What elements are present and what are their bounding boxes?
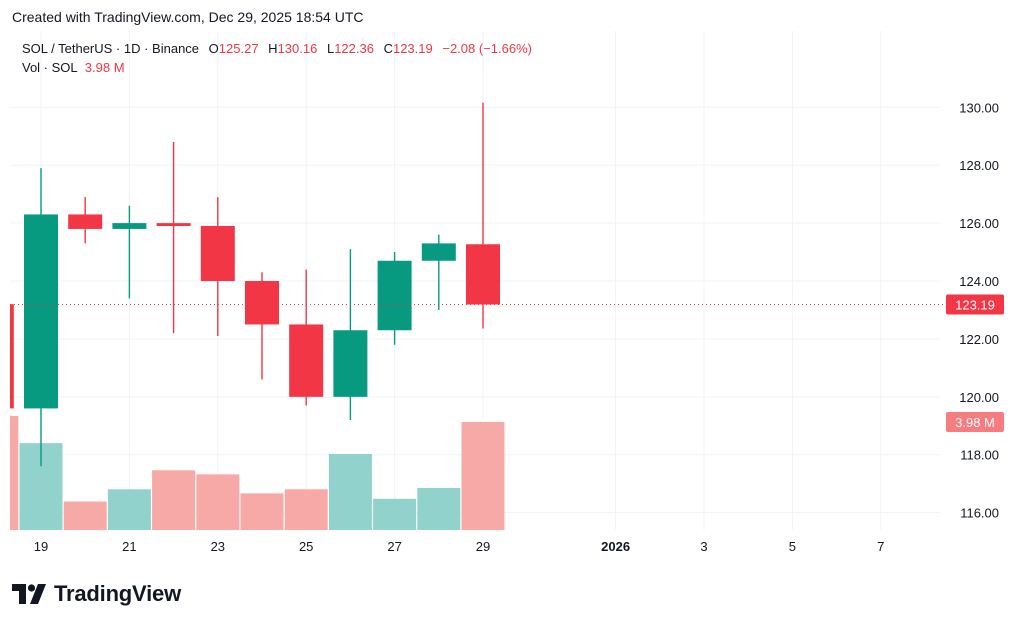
time-tick-label: 19	[34, 539, 48, 554]
candle-body	[156, 223, 191, 227]
candle-body	[377, 260, 412, 331]
volume-bar	[0, 416, 19, 530]
last-volume-badge	[946, 411, 1004, 432]
last-price-line: 123.19 3.98 M	[10, 294, 1004, 432]
legend-row-price: SOL / TetherUS · 1D · Binance O125.27 H1…	[22, 39, 532, 58]
volume-bar	[240, 493, 284, 530]
time-axis: 19 21 23 25 27 29 2026 3 5 7	[34, 539, 885, 554]
time-tick-label: 2026	[601, 539, 630, 554]
legend-open-label: O	[208, 41, 219, 56]
time-tick-label: 7	[877, 539, 884, 554]
legend-high-value: 130.16	[277, 41, 318, 56]
volume-bar	[284, 489, 328, 530]
legend-high-label: H	[268, 41, 278, 56]
legend-change: −2.08 (−1.66%)	[442, 41, 532, 56]
price-tick-label: 128.00	[959, 158, 999, 173]
candle-body	[289, 324, 324, 397]
candle-body	[466, 244, 500, 305]
legend-low-label: L	[326, 41, 335, 56]
legend-close-label: C	[383, 41, 393, 56]
price-tick-label: 126.00	[959, 216, 999, 231]
last-volume-label: 3.98 M	[955, 415, 995, 430]
chart-caption: Created with TradingView.com, Dec 29, 20…	[12, 9, 364, 25]
candle-body	[68, 214, 103, 229]
volume-bar	[417, 487, 461, 530]
candle-body	[333, 330, 368, 397]
legend-volume-label[interactable]: Vol · SOL	[22, 60, 78, 75]
time-tick-label: 23	[211, 539, 225, 554]
time-tick-label: 25	[299, 539, 313, 554]
price-chart[interactable]: 123.19 3.98 M 116.00 118.00 120.00 122.00 124…	[0, 31, 1014, 561]
legend-row-volume: Vol · SOL 3.98 M	[22, 58, 532, 77]
tradingview-brand[interactable]: TradingView	[12, 580, 181, 608]
candle-body	[200, 226, 235, 282]
time-tick-label: 21	[122, 539, 136, 554]
volume-bar	[328, 454, 372, 530]
time-tick-label: 29	[476, 539, 490, 554]
volume-bar	[373, 498, 417, 530]
last-price-label: 123.19	[955, 297, 995, 312]
price-axis: 116.00 118.00 120.00 122.00 124.00 126.00 128.…	[959, 100, 999, 520]
candle-body	[421, 243, 456, 261]
volume-bar	[196, 474, 240, 530]
legend-open-value: 125.27	[218, 41, 259, 56]
chart-frame[interactable]: 123.19 3.98 M 116.00 118.00 120.00 122.00 124…	[0, 31, 1014, 561]
legend-low-value: 122.36	[334, 41, 374, 56]
price-tick-label: 122.00	[959, 332, 999, 347]
candlesticks	[0, 102, 500, 467]
legend-symbol[interactable]: SOL / TetherUS · 1D · Binance	[22, 41, 200, 56]
last-price-badge	[946, 294, 1004, 315]
volume-bar	[63, 501, 107, 530]
candle-body	[0, 304, 14, 409]
volume-bar	[461, 421, 505, 530]
legend-volume-value: 3.98 M	[84, 60, 125, 75]
candle-body	[112, 223, 147, 229]
candle-body	[245, 281, 279, 325]
legend-close-value: 123.19	[392, 41, 433, 56]
volume-bar	[107, 489, 151, 530]
price-tick-label: 120.00	[959, 390, 999, 405]
time-tick-label: 3	[700, 539, 707, 554]
price-tick-label: 116.00	[960, 506, 999, 521]
time-tick-label: 5	[789, 539, 796, 554]
price-tick-label: 118.00	[960, 448, 999, 463]
tradingview-logo-icon	[12, 584, 46, 604]
chart-legend: SOL / TetherUS · 1D · Binance O125.27 H1…	[22, 39, 532, 77]
price-tick-label: 130.00	[959, 100, 999, 115]
volume-bar	[152, 470, 196, 530]
volume-bars	[0, 416, 505, 530]
brand-name: TradingView	[54, 581, 181, 606]
time-tick-label: 27	[387, 539, 401, 554]
candle-body	[24, 214, 58, 409]
price-tick-label: 124.00	[959, 274, 999, 289]
